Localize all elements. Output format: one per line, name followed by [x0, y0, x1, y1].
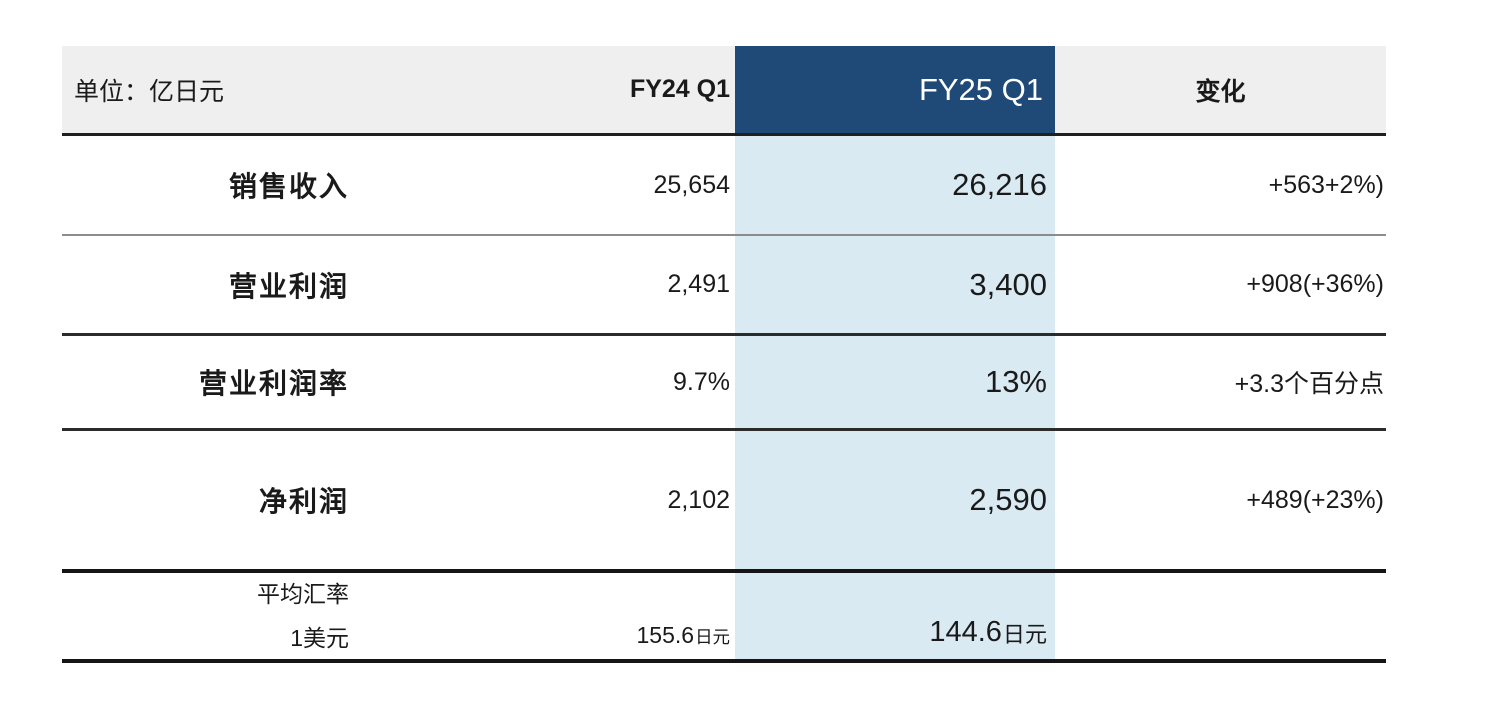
fy24-exchange-rate-value: 155.6 — [636, 622, 695, 648]
table-row-sales-revenue: 销售收入 25,654 26,216 +563+2%) — [62, 136, 1386, 236]
row-label: 营业利润 — [228, 270, 349, 302]
row-label: 销售收入 — [228, 171, 349, 202]
fy24-value: 25,654 — [653, 170, 730, 199]
exchange-rate-label: 平均汇率 1美元 — [62, 573, 380, 659]
row-label: 营业利润率 — [198, 368, 349, 399]
change-value: +3.3个百分点 — [1234, 370, 1384, 398]
exchange-rate-change-empty — [1055, 573, 1386, 659]
column-header-fy25: FY25 Q1 — [735, 46, 1055, 136]
financial-results-table: 单位：亿日元 FY24 Q1 FY25 Q1 变化 销售收入 25,654 26… — [62, 46, 1386, 663]
table-row-exchange-rate: 平均汇率 1美元 155.6 日元 144.6 日元 — [62, 573, 1386, 663]
table-row-operating-margin: 营业利润率 9.7% 13% +3.3个百分点 — [62, 336, 1386, 431]
fy25-value: 3,400 — [969, 266, 1047, 302]
row-label: 净利润 — [258, 486, 349, 517]
fy25-highlight-column-band — [735, 136, 1055, 663]
table-header-row: 单位：亿日元 FY24 Q1 FY25 Q1 变化 — [62, 46, 1386, 136]
fy24-value: 9.7% — [673, 367, 730, 396]
change-value: +489(+23%) — [1246, 485, 1384, 514]
fy25-value: 26,216 — [952, 167, 1047, 202]
change-value: +908(+36%) — [1246, 270, 1384, 298]
column-header-change: 变化 — [1195, 77, 1246, 106]
table-row-operating-profit: 营业利润 2,491 3,400 +908(+36%) — [62, 236, 1386, 336]
exchange-rate-title: 平均汇率 — [257, 581, 349, 607]
exchange-rate-base: 1美元 — [290, 625, 349, 651]
change-value: +563+2%) — [1268, 170, 1384, 199]
column-header-fy24: FY24 Q1 — [629, 75, 730, 103]
fy25-exchange-rate: 144.6 日元 — [735, 573, 1055, 659]
unit-label: 单位：亿日元 — [74, 77, 225, 106]
fy24-value: 2,491 — [667, 270, 730, 298]
fy25-exchange-rate-value: 144.6 — [929, 616, 1002, 648]
fy25-exchange-rate-unit: 日元 — [1002, 622, 1047, 647]
table-row-net-profit: 净利润 2,102 2,590 +489(+23%) — [62, 431, 1386, 573]
fy25-value: 13% — [984, 364, 1047, 399]
fy24-exchange-rate-unit: 日元 — [695, 627, 730, 647]
fy24-value: 2,102 — [667, 485, 730, 514]
fy25-value: 2,590 — [969, 482, 1047, 517]
fy24-exchange-rate: 155.6 日元 — [380, 573, 735, 659]
